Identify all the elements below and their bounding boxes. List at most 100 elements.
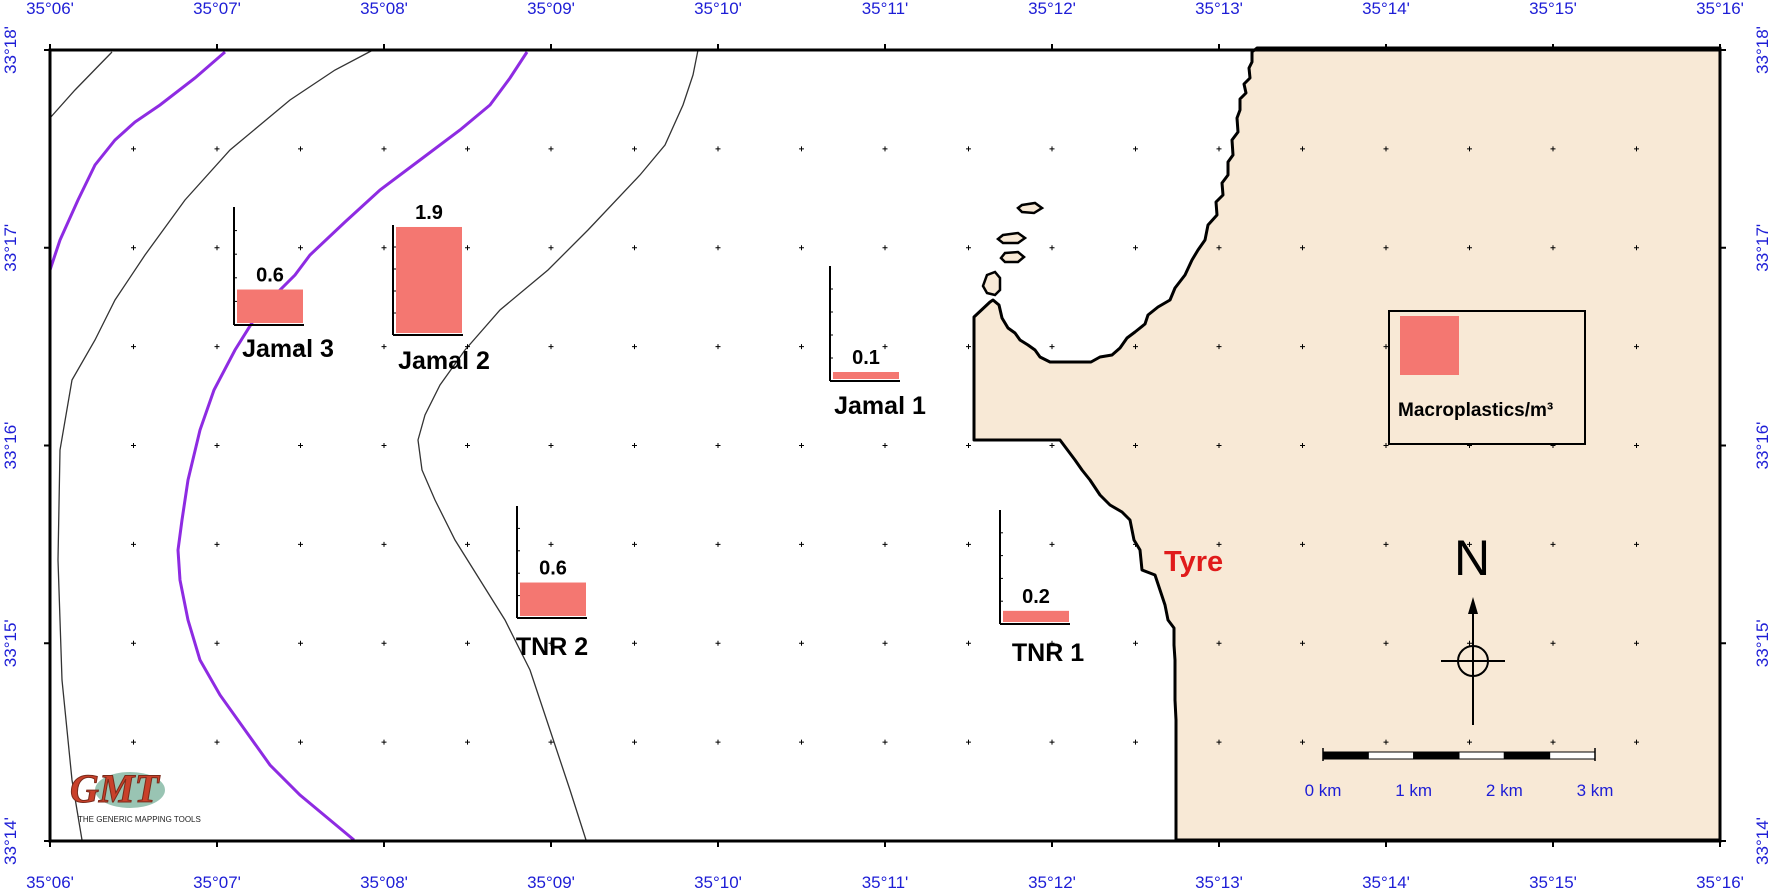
longitude-tick-label: 35°16' <box>1696 873 1744 892</box>
frame-ticks <box>44 44 1726 847</box>
grid-cross <box>1383 443 1389 448</box>
latitude-ticks-left: 33°18' 33°17' 33°16' 33°15' 33°14' <box>1 26 20 865</box>
grid-cross <box>1133 443 1138 448</box>
longitude-tick-label: 35°07' <box>193 0 241 18</box>
grid-cross <box>966 541 971 547</box>
grid-cross <box>1300 245 1305 251</box>
islet <box>981 270 1002 297</box>
site-chart: 0.1 Jamal 1 <box>829 266 926 420</box>
grid-cross <box>1216 541 1222 547</box>
grid-cross <box>465 344 470 350</box>
grid-cross <box>131 640 136 646</box>
islet <box>1016 201 1045 215</box>
grid-cross <box>465 739 470 745</box>
grid-cross <box>1300 739 1305 745</box>
contour-line <box>57 49 374 841</box>
scale-bar-segment <box>1458 751 1505 760</box>
grid-cross <box>131 739 136 745</box>
grid-cross <box>1634 245 1639 251</box>
grid-cross <box>381 443 387 448</box>
latitude-tick-label: 33°18' <box>1753 26 1772 74</box>
longitude-ticks-top: 35°06' 35°07' 35°08' 35°09' 35°10' 35°11' 35°1… <box>26 0 1744 18</box>
grid-cross <box>1049 245 1055 251</box>
site-chart: 1.9 Jamal 2 <box>392 202 490 375</box>
scale-bar-label: 2 km <box>1486 781 1523 800</box>
grid-cross <box>381 640 387 646</box>
longitude-tick-label: 35°14' <box>1362 0 1410 18</box>
grid-cross <box>882 739 888 745</box>
compass-rose: N <box>1441 530 1505 725</box>
grid-cross <box>1300 344 1305 350</box>
legend-swatch <box>1400 316 1459 375</box>
logo-globe <box>95 772 165 808</box>
longitude-tick-label: 35°12' <box>1028 873 1076 892</box>
latitude-ticks-right: 33°18' 33°17' 33°16' 33°15' 33°14' <box>1753 26 1772 865</box>
grid-cross <box>1216 739 1222 745</box>
grid-cross <box>465 146 470 152</box>
site-bar <box>520 582 586 616</box>
grid-cross <box>1300 443 1305 448</box>
longitude-tick-label: 35°11' <box>862 0 909 18</box>
scale-bar-segment <box>1549 751 1596 760</box>
grid-cross <box>298 739 303 745</box>
grid-cross <box>1550 739 1556 745</box>
longitude-tick-label: 35°09' <box>527 0 575 18</box>
grid-cross <box>882 541 888 547</box>
grid-cross <box>1467 245 1472 251</box>
grid-cross <box>1133 640 1138 646</box>
grid-cross <box>715 739 721 745</box>
grid-crosses <box>131 146 1639 745</box>
grid-cross <box>548 344 554 350</box>
grid-cross <box>298 344 303 350</box>
scale-bar-segment <box>1413 751 1460 760</box>
grid-cross <box>381 739 387 745</box>
site-bar <box>237 289 303 323</box>
logo-caption: THE GENERIC MAPPING TOOLS <box>78 815 201 824</box>
grid-cross <box>1049 640 1055 646</box>
grid-cross <box>715 640 721 646</box>
grid-cross <box>465 541 470 547</box>
longitude-tick-label: 35°08' <box>360 0 408 18</box>
scale-bar-segment <box>1367 751 1415 760</box>
north-arrow-head <box>1468 597 1478 614</box>
grid-cross <box>1550 146 1556 152</box>
site-value-label: 1.9 <box>415 202 443 224</box>
grid-cross <box>1216 443 1222 448</box>
site-bar <box>396 226 462 333</box>
grid-cross <box>1216 640 1222 646</box>
grid-cross <box>1383 146 1389 152</box>
grid-cross <box>131 146 136 152</box>
grid-cross <box>799 640 804 646</box>
grid-cross <box>966 344 971 350</box>
grid-cross <box>214 443 220 448</box>
grid-cross <box>1300 541 1305 547</box>
grid-cross <box>715 443 721 448</box>
grid-cross <box>799 739 804 745</box>
latitude-tick-label: 33°15' <box>1753 619 1772 667</box>
grid-cross <box>966 640 971 646</box>
grid-cross <box>1383 245 1389 251</box>
grid-cross <box>966 443 971 448</box>
legend: Macroplastics/m³ <box>1388 310 1586 445</box>
longitude-tick-label: 35°06' <box>26 873 74 892</box>
grid-cross <box>1049 344 1055 350</box>
site-value-label: 0.6 <box>539 558 567 580</box>
grid-cross <box>1467 146 1472 152</box>
grid-cross <box>131 245 136 251</box>
contour-line <box>49 51 113 119</box>
logo-gmt-text: GMT <box>70 766 160 811</box>
grid-cross <box>1550 640 1556 646</box>
grid-cross <box>548 541 554 547</box>
grid-cross <box>799 245 804 251</box>
grid-cross <box>882 443 888 448</box>
latitude-tick-label: 33°17' <box>1753 224 1772 272</box>
contour-line-highlight <box>176 51 529 842</box>
scale-bar-segment <box>1322 751 1369 760</box>
site-value-label: 0.2 <box>1022 586 1050 608</box>
grid-cross <box>214 146 220 152</box>
grid-cross <box>1133 344 1138 350</box>
grid-cross <box>1049 443 1055 448</box>
grid-cross <box>632 541 637 547</box>
